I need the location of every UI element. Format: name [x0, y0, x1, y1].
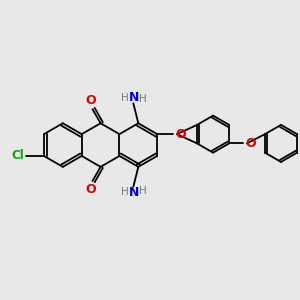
Text: O: O — [85, 94, 96, 107]
Text: H: H — [121, 94, 128, 103]
Text: H: H — [121, 187, 128, 196]
Text: H: H — [140, 186, 147, 196]
Text: O: O — [175, 128, 186, 141]
Text: H: H — [140, 94, 147, 104]
Text: O: O — [85, 183, 96, 196]
Text: O: O — [245, 137, 256, 150]
Text: N: N — [129, 91, 140, 104]
Text: Cl: Cl — [11, 149, 24, 162]
Text: N: N — [129, 186, 140, 199]
